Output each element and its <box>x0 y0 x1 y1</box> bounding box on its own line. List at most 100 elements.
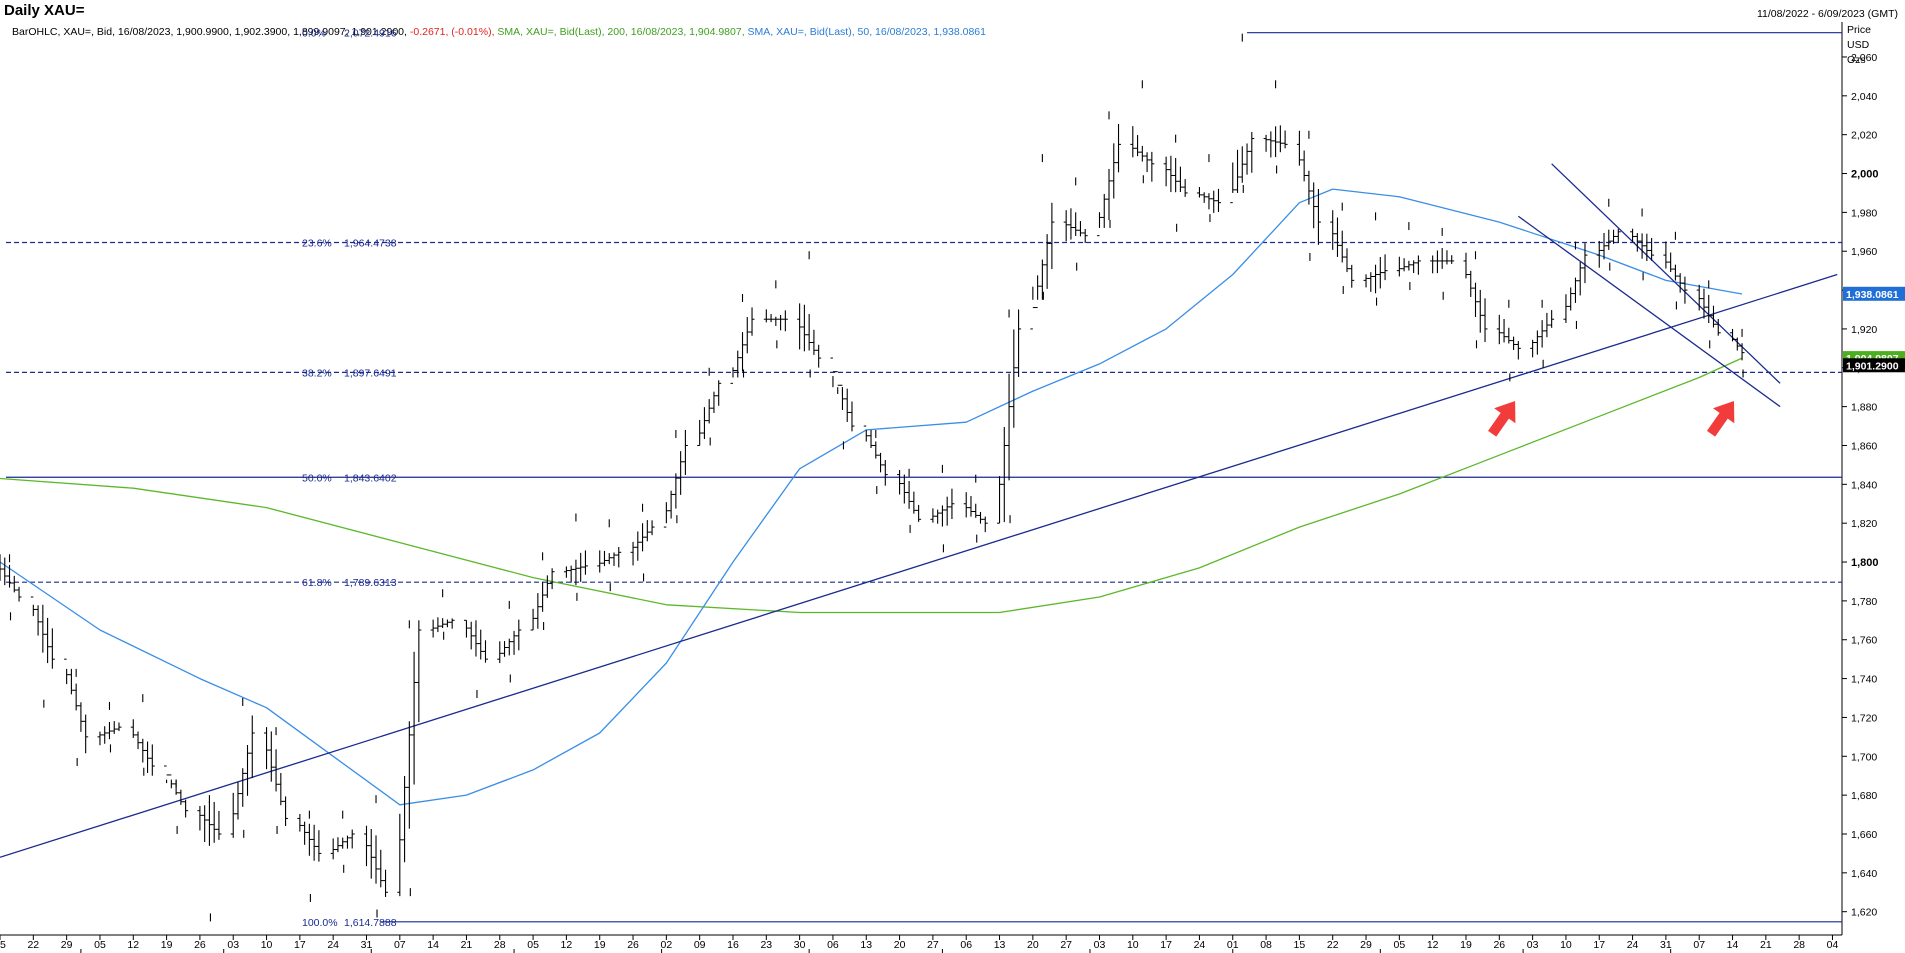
date-tick-label: 15 <box>1294 939 1306 951</box>
price-tag-label: 1,901.2900 <box>1846 360 1899 372</box>
date-tick-label: 31 <box>1660 939 1672 951</box>
fib-percent: 0.0% <box>302 28 326 40</box>
price-axis-title-1: Price <box>1847 24 1871 36</box>
sma50-line <box>0 188 1743 806</box>
date-tick-label: 06 <box>960 939 972 951</box>
price-tick-label: 1,720 <box>1851 712 1877 724</box>
date-tick-label: 12 <box>1427 939 1439 951</box>
date-tick-label: 30 <box>794 939 806 951</box>
fib-percent: 50.0% <box>302 472 332 484</box>
price-tag-box <box>1843 358 1905 373</box>
date-tick-label: 14 <box>1727 939 1739 951</box>
channel-lower-trendline <box>1517 215 1781 408</box>
fib-value: 1,843.6402 <box>344 472 397 484</box>
fib-percent: 38.2% <box>302 367 332 379</box>
date-tick-label: 10 <box>1127 939 1139 951</box>
legend-bar-change: -0.2671, (-0.01%), <box>410 26 495 38</box>
date-tick-label: 02 <box>661 939 673 951</box>
date-tick-label: 07 <box>394 939 406 951</box>
price-tick-label: 1,620 <box>1851 907 1877 919</box>
red-arrow-icon <box>1488 401 1516 437</box>
red-arrow-shape <box>1488 401 1516 437</box>
price-tick-label: 1,740 <box>1851 674 1877 686</box>
price-tick-label: 1,820 <box>1851 518 1877 530</box>
date-tick-label: 19 <box>161 939 173 951</box>
date-tick-label: 20 <box>1027 939 1039 951</box>
legend-line: BarOHLC, XAU=, Bid, 16/08/2023, 1,900.99… <box>12 26 986 38</box>
fib-value: 1,897.6491 <box>344 367 397 379</box>
date-tick-label: 13 <box>860 939 872 951</box>
price-tick-label: 2,020 <box>1851 130 1877 142</box>
date-tick-label: 23 <box>760 939 772 951</box>
date-tick-label: 17 <box>1593 939 1605 951</box>
date-tick-label: 03 <box>1527 939 1539 951</box>
price-tick-label: 1,980 <box>1851 207 1877 219</box>
fibonacci-levels: 0.0% 2,072.4916 23.6% 1,964.4738 38.2% 1,897.… <box>6 28 1842 929</box>
fib-value: 1,614.7888 <box>344 917 397 929</box>
price-tick-label: 1,960 <box>1851 246 1877 258</box>
price-tick-label: 1,680 <box>1851 790 1877 802</box>
date-tick-label: 29 <box>61 939 73 951</box>
fib-percent: 100.0% <box>302 917 338 929</box>
price-tick-label: 1,660 <box>1851 829 1877 841</box>
date-tick-label: 24 <box>327 939 339 951</box>
price-axis-title-3: Ozs <box>1847 54 1866 66</box>
sma50-path <box>0 188 1743 806</box>
price-tick-label: 2,060 <box>1851 52 1877 64</box>
price-tick-label: 2,040 <box>1851 91 1877 103</box>
date-tick-label: 17 <box>294 939 306 951</box>
date-tick-label: 10 <box>261 939 273 951</box>
date-tick-label: 21 <box>1760 939 1772 951</box>
date-tick-label: 21 <box>461 939 473 951</box>
date-tick-label: 27 <box>927 939 939 951</box>
price-tick-label: 1,780 <box>1851 596 1877 608</box>
red-arrow-shape <box>1706 401 1735 437</box>
date-tick-label: 26 <box>1493 939 1505 951</box>
price-tick-label: 1,760 <box>1851 635 1877 647</box>
fib-percent: 23.6% <box>302 238 332 250</box>
date-tick-label: 10 <box>1560 939 1572 951</box>
red-arrow-icon <box>1706 401 1735 437</box>
date-tick-label: 03 <box>227 939 239 951</box>
date-tick-label: 17 <box>1160 939 1172 951</box>
price-tick-label: 1,800 <box>1851 557 1879 569</box>
fib-value: 1,789.6313 <box>344 577 397 589</box>
price-tick-label: 1,640 <box>1851 868 1877 880</box>
date-tick-label: 24 <box>1627 939 1639 951</box>
date-tick-label: 12 <box>127 939 139 951</box>
annotation-arrows <box>1488 401 1735 437</box>
date-tick-label: 15 <box>0 939 6 951</box>
legend-sma200: SMA, XAU=, Bid(Last), 200, 16/08/2023, 1… <box>497 26 744 38</box>
price-tick-label: 1,920 <box>1851 324 1877 336</box>
date-tick-label: 19 <box>594 939 606 951</box>
date-tick-label: 29 <box>1360 939 1372 951</box>
date-tick-label: 05 <box>1394 939 1406 951</box>
date-tick-label: 09 <box>694 939 706 951</box>
date-range: 11/08/2022 - 6/09/2023 (GMT) <box>1757 8 1898 20</box>
date-tick-label: 04 <box>1827 939 1839 951</box>
date-tick-label: 13 <box>994 939 1006 951</box>
date-tick-label: 20 <box>894 939 906 951</box>
price-tick-label: 1,840 <box>1851 479 1877 491</box>
date-tick-label: 03 <box>1094 939 1106 951</box>
price-tag-box <box>1843 286 1905 301</box>
date-tick-label: 06 <box>827 939 839 951</box>
date-tick-label: 26 <box>627 939 639 951</box>
date-tick-label: 27 <box>1060 939 1072 951</box>
uptrend-trendline <box>0 273 1838 858</box>
fib-value: 1,964.4738 <box>344 238 397 250</box>
ohlc-bars <box>0 33 1745 922</box>
price-tick-label: 2,000 <box>1851 169 1879 181</box>
date-tick-label: 08 <box>1260 939 1272 951</box>
date-tick-label: 22 <box>27 939 39 951</box>
date-tick-label: 05 <box>94 939 106 951</box>
date-tick-label: 31 <box>361 939 373 951</box>
date-tick-label: 01 <box>1227 939 1239 951</box>
date-tick-label: 24 <box>1194 939 1206 951</box>
price-tag-label: 1,938.0861 <box>1846 289 1899 301</box>
date-tick-label: 16 <box>727 939 739 951</box>
date-tick-label: 05 <box>527 939 539 951</box>
date-tick-label: 14 <box>427 939 439 951</box>
